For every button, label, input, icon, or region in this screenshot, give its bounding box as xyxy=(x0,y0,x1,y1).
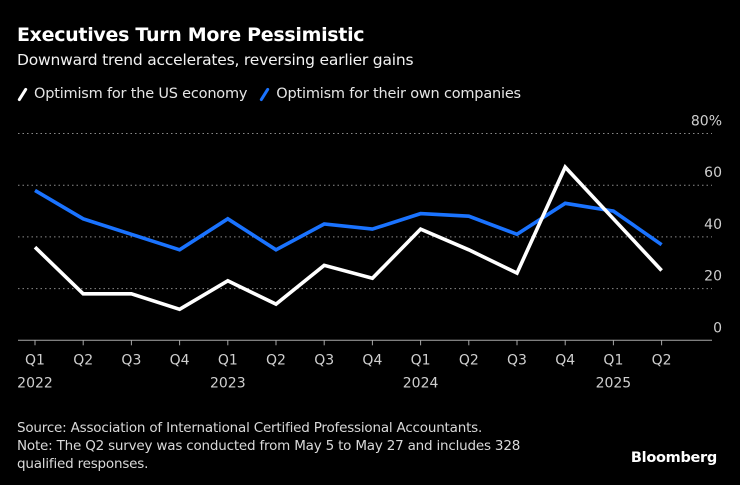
x-tick-label: Q3 xyxy=(314,352,334,368)
x-axis: Q1 Q2 Q3 Q4 Q1 Q2 Q3 Q4 Q1 Q2 Q3 Q4 Q1 Q2 2022 2023 2024… xyxy=(17,339,712,391)
x-tick-label: Q2 xyxy=(652,352,672,368)
y-tick-label: 80% xyxy=(691,114,722,130)
x-year-label: 2024 xyxy=(403,375,439,391)
y-axis-labels: 0 20 40 60 80% xyxy=(691,114,722,337)
chart-title: Executives Turn More Pessimistic xyxy=(17,24,365,46)
source-text: Source: Association of International Cer… xyxy=(17,420,483,436)
x-tick-label: Q2 xyxy=(459,352,479,368)
note-text-line2: qualified responses. xyxy=(17,456,149,472)
x-tick-label: Q1 xyxy=(411,352,431,368)
y-tick-label: 40 xyxy=(704,217,722,233)
x-tick-label: Q2 xyxy=(73,352,93,368)
series-lines xyxy=(33,163,663,312)
x-tick-label: Q3 xyxy=(507,352,527,368)
bloomberg-logo: Bloomberg xyxy=(630,450,717,466)
note-text-line1: Note: The Q2 survey was conducted from M… xyxy=(17,438,521,454)
x-year-label: 2023 xyxy=(210,375,246,391)
x-year-label: 2022 xyxy=(17,375,53,391)
y-tick-label: 0 xyxy=(713,320,722,336)
footer-notes: Source: Association of International Cer… xyxy=(17,419,597,473)
x-tick-label: Q4 xyxy=(555,352,575,368)
x-tick-label: Q1 xyxy=(218,352,238,368)
series-line-us-economy xyxy=(33,163,663,312)
series-line-own-companies xyxy=(34,188,663,252)
x-tick-label: Q4 xyxy=(362,352,382,368)
legend-item-us-economy: Optimism for the US economy xyxy=(17,86,247,102)
x-year-label: 2025 xyxy=(596,375,632,391)
legend-item-own-companies: Optimism for their own companies xyxy=(259,86,521,102)
x-tick-label: Q2 xyxy=(266,352,286,368)
x-tick-label: Q4 xyxy=(170,352,190,368)
x-tick-label: Q1 xyxy=(603,352,623,368)
gridlines xyxy=(18,133,712,290)
legend: Optimism for the US economy Optimism for… xyxy=(17,86,533,102)
legend-label-own-companies: Optimism for their own companies xyxy=(276,86,521,102)
legend-label-us-economy: Optimism for the US economy xyxy=(34,86,248,102)
y-tick-label: 60 xyxy=(704,165,722,181)
y-tick-label: 20 xyxy=(704,269,722,285)
x-tick-label: Q1 xyxy=(25,352,45,368)
x-tick-label: Q3 xyxy=(121,352,141,368)
chart-subtitle: Downward trend accelerates, reversing ea… xyxy=(17,51,414,69)
